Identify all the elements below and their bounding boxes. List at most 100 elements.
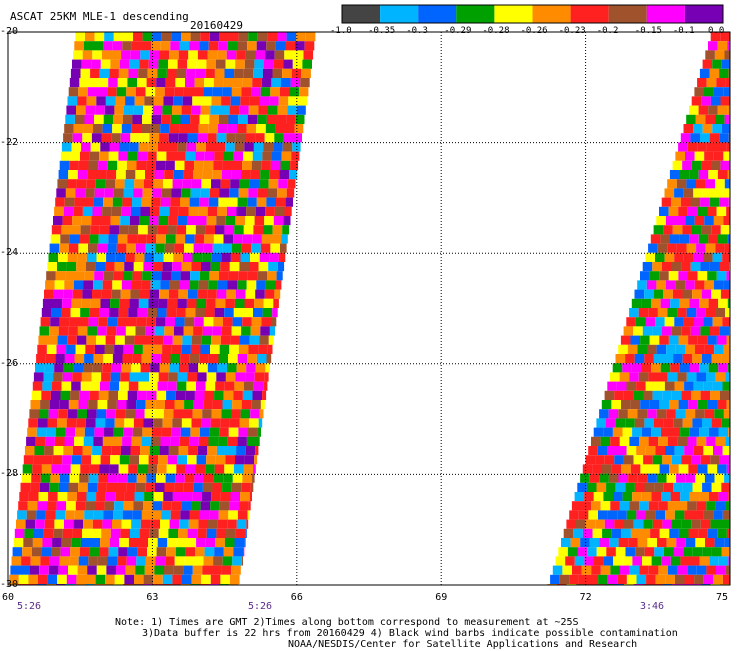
heatmap-cell (246, 280, 257, 290)
heatmap-cell (175, 473, 185, 483)
heatmap-cell (78, 87, 88, 97)
heatmap-cell (191, 179, 202, 189)
heatmap-cell (125, 565, 136, 575)
heatmap-cell (155, 243, 165, 253)
heatmap-cell (604, 390, 615, 400)
heatmap-cell (267, 344, 273, 354)
heatmap-cell (136, 556, 146, 566)
heatmap-cell (643, 519, 653, 529)
heatmap-cell (229, 105, 240, 115)
heatmap-cell (245, 446, 256, 456)
heatmap-cell (123, 32, 133, 42)
heatmap-cell (217, 280, 228, 290)
heatmap-cell (634, 418, 645, 428)
heatmap-cell (129, 142, 139, 152)
heatmap-cell (300, 78, 310, 88)
heatmap-cell (655, 446, 665, 456)
heatmap-cell (128, 308, 138, 318)
heatmap-cell (106, 252, 116, 262)
heatmap-cell (195, 547, 205, 557)
grid-lines (8, 32, 730, 585)
heatmap-cell (175, 317, 185, 327)
heatmap-cell (243, 547, 245, 557)
heatmap-cell (726, 528, 730, 538)
heatmap-cell (672, 225, 683, 235)
heatmap-cell (667, 436, 678, 446)
heatmap-cell (683, 547, 693, 557)
heatmap-cell (66, 574, 77, 584)
heatmap-cell (636, 381, 646, 391)
heatmap-cell (266, 354, 272, 364)
heatmap-cell (211, 96, 222, 106)
heatmap-cell (69, 317, 79, 327)
heatmap-cell (214, 151, 224, 161)
heatmap-cell (88, 243, 98, 253)
heatmap-cell (104, 501, 115, 511)
heatmap-cell (148, 455, 159, 465)
heatmap-cell (36, 427, 47, 437)
heatmap-cell (655, 317, 665, 327)
heatmap-cell (709, 197, 720, 207)
heatmap-cell (107, 556, 118, 566)
heatmap-cell (728, 133, 730, 143)
heatmap-cell (135, 482, 146, 492)
heatmap-cell (58, 252, 68, 262)
heatmap-cell (100, 142, 110, 152)
heatmap-cell (99, 151, 109, 161)
heatmap-cell (640, 335, 650, 345)
heatmap-cell (710, 455, 720, 465)
heatmap-cell (254, 298, 264, 308)
heatmap-cell (180, 271, 191, 281)
heatmap-cell (50, 473, 60, 483)
heatmap-cell (215, 381, 225, 391)
heatmap-cell (202, 409, 212, 419)
heatmap-cell (648, 308, 658, 318)
heatmap-cell (117, 160, 127, 170)
heatmap-cell (656, 216, 666, 226)
heatmap-cell (95, 501, 105, 511)
heatmap-cell (636, 510, 646, 520)
heatmap-cell (83, 363, 93, 373)
heatmap-cell (219, 188, 230, 198)
heatmap-cell (721, 354, 730, 364)
heatmap-cell (172, 418, 182, 428)
heatmap-cell (135, 565, 145, 575)
heatmap-cell (240, 409, 251, 419)
heatmap-cell (94, 114, 104, 124)
heatmap-cell (99, 225, 110, 235)
heatmap-cell (661, 556, 671, 566)
heatmap-cell (149, 50, 160, 60)
heatmap-cell (153, 96, 164, 106)
heatmap-cell (262, 308, 273, 318)
heatmap-cell (205, 142, 216, 152)
heatmap-cell (87, 482, 98, 492)
heatmap-cell (77, 96, 87, 106)
heatmap-cell (229, 188, 239, 198)
heatmap-cell (281, 78, 291, 88)
heatmap-cell (78, 400, 89, 410)
heatmap-cell (22, 464, 33, 474)
heatmap-cell (146, 78, 157, 88)
heatmap-cell (725, 565, 730, 575)
heatmap-cell (675, 280, 686, 290)
heatmap-cell (238, 188, 249, 198)
heatmap-cell (165, 78, 176, 88)
heatmap-cell (196, 455, 207, 465)
heatmap-cell (153, 574, 163, 584)
heatmap-cell (166, 390, 176, 400)
heatmap-cell (251, 243, 261, 253)
heatmap-cell (662, 519, 672, 529)
heatmap-cell (644, 289, 654, 299)
heatmap-cell (717, 105, 728, 115)
heatmap-cell (119, 538, 129, 548)
heatmap-cell (168, 216, 178, 226)
heatmap-cell (691, 519, 701, 529)
heatmap-cell (630, 400, 641, 410)
heatmap-cell (51, 225, 62, 235)
heatmap-cell (653, 354, 664, 364)
heatmap-cell (227, 41, 238, 51)
heatmap-cell (291, 68, 302, 78)
heatmap-cell (664, 188, 675, 198)
heatmap-cell (145, 400, 156, 410)
heatmap-cell (262, 68, 273, 78)
